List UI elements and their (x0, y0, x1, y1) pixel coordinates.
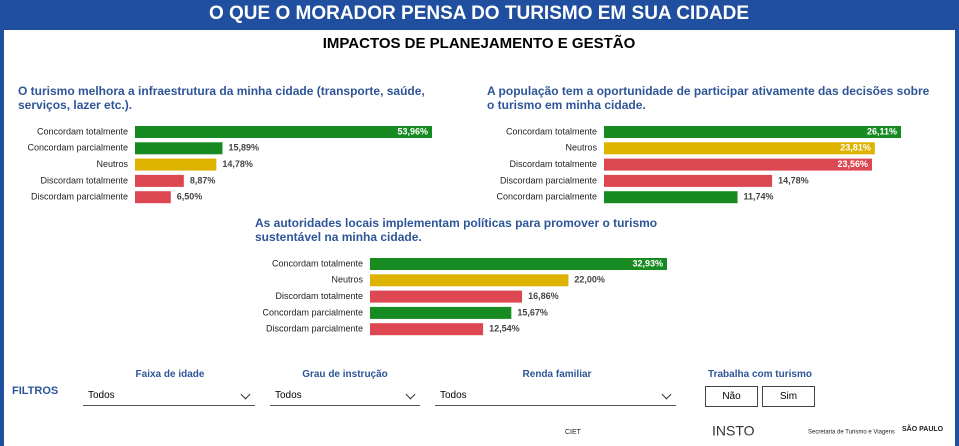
chart-title: A população tem a oportunidade de partic… (487, 84, 930, 112)
logo: INSTO (712, 423, 755, 439)
value-label: 22,00% (574, 275, 605, 285)
value-label: 23,81% (840, 143, 871, 153)
filter-label: Trabalha com turismo (708, 369, 812, 380)
category-label: Neutros (96, 159, 128, 169)
category-label: Discordam parcialmente (500, 175, 597, 185)
toggle-button[interactable]: Não (705, 386, 758, 407)
category-label: Discordam parcialmente (266, 324, 363, 334)
dropdown[interactable]: Todos (435, 386, 676, 406)
logo: CIET (565, 429, 582, 436)
bar (135, 158, 217, 171)
value-label: 26,11% (867, 126, 897, 136)
value-label: 53,96% (397, 126, 428, 136)
chart-title: As autoridades locais implementam políti… (255, 216, 658, 244)
bar (135, 191, 171, 204)
category-label: Discordam parcialmente (31, 192, 128, 202)
category-label: Concordam parcialmente (262, 307, 363, 317)
toggle-button[interactable]: Sim (762, 386, 815, 407)
filter-label: Renda familiar (522, 369, 592, 380)
value-label: 15,89% (228, 143, 259, 153)
value-label: 8,87% (190, 175, 216, 185)
category-label: Discordam totalmente (40, 175, 128, 185)
bar (604, 126, 901, 138)
value-label: 12,54% (489, 324, 520, 334)
filter-label: Grau de instrução (302, 369, 388, 380)
chart-title: O turismo melhora a infraestrutura da mi… (18, 84, 425, 112)
value-label: 32,93% (632, 258, 663, 268)
bar (604, 191, 738, 204)
page-title: O QUE O MORADOR PENSA DO TURISMO EM SUA … (209, 3, 749, 24)
filters-label: FILTROS (12, 385, 58, 397)
bar (135, 142, 223, 155)
value-label: 15,67% (517, 307, 548, 317)
value-label: 14,78% (778, 175, 809, 185)
category-label: Concordam parcialmente (496, 192, 597, 202)
value-label: 16,86% (528, 291, 559, 301)
category-label: Concordam totalmente (272, 258, 363, 268)
category-label: Concordam totalmente (506, 126, 597, 136)
bar (370, 258, 667, 270)
category-label: Discordam totalmente (509, 159, 597, 169)
bar (604, 158, 872, 171)
bar (135, 126, 432, 138)
bar (370, 306, 512, 319)
logo: Secretaria de Turismo e Viagens (808, 430, 895, 436)
category-label: Discordam totalmente (275, 291, 363, 301)
bar (135, 174, 184, 187)
bar (370, 323, 484, 336)
page-subtitle: IMPACTOS DE PLANEJAMENTO E GESTÃO (323, 34, 636, 52)
logo: SÃO PAULO (902, 424, 944, 433)
bar (604, 174, 773, 187)
value-label: 11,74% (744, 192, 774, 202)
bar (370, 290, 523, 303)
dropdown[interactable]: Todos (83, 386, 255, 406)
value-label: 14,78% (222, 159, 253, 169)
value-label: 6,50% (177, 192, 203, 202)
bar (370, 274, 569, 287)
category-label: Neutros (331, 275, 363, 285)
panel (4, 30, 955, 446)
category-label: Concordam parcialmente (27, 143, 128, 153)
category-label: Concordam totalmente (37, 126, 128, 136)
filter-label: Faixa de idade (135, 369, 205, 380)
dropdown[interactable]: Todos (270, 386, 420, 406)
value-label: 23,56% (837, 159, 868, 169)
bar (604, 142, 875, 155)
category-label: Neutros (565, 143, 597, 153)
